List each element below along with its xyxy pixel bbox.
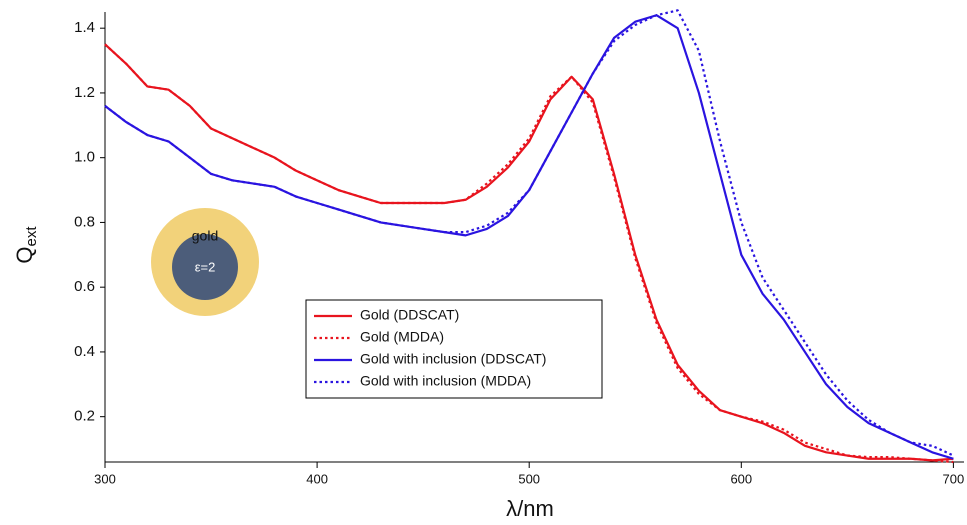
inclusion-core — [172, 234, 238, 300]
series-line — [104, 9, 954, 457]
annotation: gold — [192, 228, 218, 244]
y-tick-label: 0.8 — [74, 213, 95, 230]
x-tick-label: 400 — [306, 471, 328, 486]
annotation: ε=2 — [195, 259, 216, 274]
x-tick-label: 500 — [518, 471, 540, 486]
y-tick-label: 0.2 — [74, 408, 95, 425]
y-tick-label: 0.4 — [74, 343, 95, 360]
y-axis-label: Qext — [12, 226, 40, 264]
x-tick-label: 300 — [94, 471, 116, 486]
x-axis-label: λ/nm — [506, 496, 554, 521]
legend-label: Gold (MDDA) — [360, 329, 444, 345]
legend-label: Gold with inclusion (DDSCAT) — [360, 351, 546, 367]
legend-label: Gold with inclusion (MDDA) — [360, 373, 531, 389]
legend-box — [305, 299, 603, 399]
x-tick-label: 700 — [943, 471, 965, 486]
y-tick-label: 1.2 — [74, 84, 95, 101]
legend: Gold (DDSCAT) Gold (MDDA) Gold with inclus… — [305, 299, 603, 399]
inset: gold ε=2 — [151, 208, 259, 316]
y-tick-label: 1.4 — [74, 19, 95, 36]
y-axis-label-sub: ext — [23, 226, 40, 247]
x-tick-label: 600 — [730, 471, 752, 486]
legend-label: Gold (DDSCAT) — [360, 307, 459, 323]
y-tick-label: 1.0 — [74, 149, 95, 166]
y-tick-label: 0.6 — [74, 278, 95, 295]
series-line — [104, 43, 954, 464]
y-axis-label-main: Q — [12, 246, 37, 263]
